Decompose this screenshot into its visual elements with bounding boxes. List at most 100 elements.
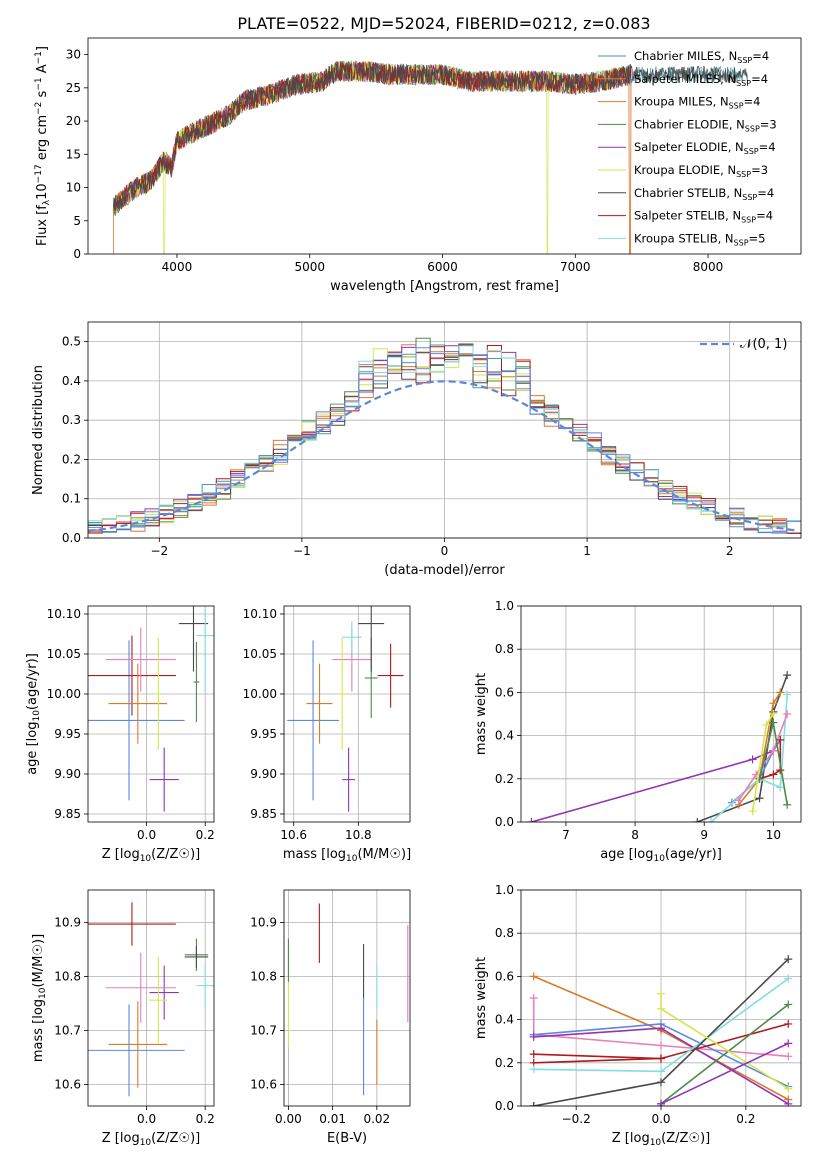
- age_vs_Z-plot-area: [88, 606, 214, 812]
- age_vs_Z-xtick-label-0: 0.0: [137, 828, 156, 842]
- weight_vs_Z-marker-0-0: [529, 972, 538, 981]
- weight_vs_Z-xlabel: Z [log10(Z/Z☉)]: [612, 1131, 710, 1148]
- figure-title: PLATE=0522, MJD=52024, FIBERID=0212, z=0…: [237, 14, 650, 33]
- weight_vs_age-series-5: [738, 713, 788, 801]
- age_vs_mass-frame: [283, 605, 411, 823]
- weight_vs_Z-marker-4-0: [529, 1050, 538, 1059]
- mass_vs_EBV-ytick-label-3: 10.9: [250, 915, 277, 929]
- spectrum-ytick-label-0: 0: [73, 247, 81, 261]
- weight_vs_age-series-6: [759, 739, 782, 780]
- spectrum-xtick-label-2: 6000: [427, 260, 458, 274]
- spectrum-ytick-label-2: 10: [66, 181, 81, 195]
- mass_vs_Z-xtick-label-0: 0.0: [137, 1112, 156, 1126]
- weight_vs_age-marker-6-3: [776, 735, 785, 744]
- weight_vs_age-marker-8-0: [748, 807, 757, 816]
- weight_vs_age-marker-1-3: [783, 671, 792, 680]
- residuals-ytick-label-4: 0.4: [62, 374, 81, 388]
- mass_vs_Z-frame: [87, 889, 215, 1107]
- gaussian-curve: [88, 380, 799, 533]
- weight_vs_age-marker-5-0: [734, 796, 743, 805]
- mass_vs_Z-errorbar-7: [184, 946, 209, 968]
- weight_vs_age-axes: 7 8 9 10 0.0 0.2 0.4 0.6 0.8 1.0 age [log10(age/yr…: [474, 599, 802, 864]
- age_vs_Z-errorbar-6: [193, 642, 200, 722]
- weight_vs_age-series-3: [738, 691, 781, 806]
- weight_vs_Z-series-1: [532, 998, 789, 1058]
- weight_vs_age-marker-4-3: [783, 690, 792, 699]
- weight_vs_age-marker-7-1: [769, 718, 778, 727]
- weight_vs_age-xtick-label-2: 9: [700, 828, 708, 842]
- weight_vs_Z-marker-5-1: [657, 1054, 665, 1063]
- mass_vs_EBV-axes: 0.00 0.01 0.02 10.6 10.7 10.8 10.9 E(B-V): [250, 889, 411, 1146]
- residuals-xtick-label-4: 2: [726, 544, 734, 558]
- weight_vs_age-marker-5-3: [783, 710, 792, 718]
- mass_vs_EBV-frame: [283, 889, 411, 1107]
- spectrum-frame: [87, 37, 802, 255]
- weight_vs_age-series-0: [531, 739, 781, 822]
- residuals-xtick-label-1: −1: [293, 544, 311, 558]
- mass_vs_EBV-ytick-label-0: 10.6: [250, 1077, 277, 1091]
- spectrum-xlabel: wavelength [Angstrom, rest frame]: [330, 279, 559, 294]
- legend-entry-8: Kroupa STELIB, NSSP=5: [634, 231, 765, 247]
- weight_vs_age-marker-5-2: [769, 746, 778, 755]
- weight_vs_age-ytick-label-5: 1.0: [495, 599, 514, 613]
- weight_vs_age-marker-7-0: [755, 774, 764, 783]
- mass_vs_Z-errorbar-8: [196, 963, 214, 1008]
- residuals-ytick-label-3: 0.3: [62, 413, 81, 427]
- age_vs_mass-errorbar-5: [338, 638, 346, 750]
- age_vs_Z-errorbar-4: [108, 663, 168, 744]
- age_vs_mass-ytick-label-3: 10.00: [243, 687, 277, 701]
- age_vs_mass-errorbar-1: [342, 747, 356, 812]
- weight_vs_age-marker-4-2: [776, 783, 785, 792]
- age_vs_mass-ytick-label-1: 9.90: [250, 767, 277, 781]
- age_vs_mass-errorbar-7: [358, 606, 385, 672]
- legend-entry-5: Kroupa ELODIE, NSSP=3: [634, 163, 768, 179]
- age_vs_Z-errorbar-1: [149, 747, 179, 812]
- age_vs_mass-errorbar-4: [306, 663, 333, 744]
- spectrum-ytick-label-5: 25: [66, 81, 81, 95]
- weight_vs_Z-axes: −0.2 0.0 0.2 0.0 0.2 0.4 0.6 0.8 1.0 Z [log10(Z/Z…: [474, 883, 802, 1148]
- mass_vs_Z-errorbar-3: [105, 952, 176, 1023]
- weight_vs_Z-plot-area: [529, 955, 793, 1106]
- weight_vs_Z-marker-8-2: [784, 1000, 793, 1009]
- age_vs_mass-ytick-label-0: 9.85: [250, 807, 277, 821]
- legend-entry-4: Salpeter ELODIE, NSSP=4: [634, 140, 776, 156]
- spectrum-xtick-label-4: 8000: [693, 260, 724, 274]
- weight_vs_Z-xtick-label-0: −0.2: [562, 1112, 591, 1126]
- weight_vs_Z-marker-3-2: [784, 1099, 793, 1106]
- mass_vs_Z-errorbar-1: [149, 965, 179, 1020]
- plots-layer: 4000 5000 6000 7000 8000051015202530waveleng…: [25, 37, 802, 1148]
- age_vs_mass-ytick-label-5: 10.10: [243, 607, 277, 621]
- weight_vs_Z-marker-9-2: [784, 1084, 793, 1093]
- weight_vs_Z-marker-7-3: [784, 955, 793, 964]
- residuals-ytick-label-0: 0.0: [62, 531, 81, 545]
- weight_vs_age-marker-0-1: [748, 755, 757, 764]
- mass_vs_EBV-ytick-label-1: 10.7: [250, 1023, 277, 1037]
- weight_vs_age-xtick-label-3: 10: [766, 828, 781, 842]
- mass_vs_Z-plot-area: [88, 902, 214, 1097]
- weight_vs_age-ytick-label-2: 0.4: [495, 729, 514, 743]
- weight_vs_Z-marker-6-1: [657, 1067, 665, 1076]
- weight_vs_Z-marker-6-0: [529, 1065, 538, 1074]
- residuals-xtick-label-3: 1: [583, 544, 591, 558]
- residuals-ytick-label-5: 0.5: [62, 335, 81, 349]
- weight_vs_Z-ytick-label-1: 0.2: [495, 1056, 514, 1070]
- age_vs_Z-errorbar-7: [178, 606, 209, 672]
- age_vs_Z-ylabel: age [log10(age/yr)]: [25, 653, 42, 775]
- mass_vs_EBV-xlabel: E(B-V): [327, 1131, 367, 1146]
- age_vs_mass-ytick-label-2: 9.95: [250, 727, 277, 741]
- spectrum-xtick-label-3: 7000: [560, 260, 591, 274]
- residuals-axes: −2 −1 0 1 2 0.0 0.1 0.2 0.3 0.4 0.5 (data-model)/er…: [31, 321, 802, 578]
- weight_vs_Z-marker-1-2: [657, 1041, 665, 1050]
- weight_vs_age-marker-6-1: [769, 770, 778, 779]
- weight_vs_Z-marker-7-1: [529, 1102, 538, 1106]
- mass_vs_EBV-ytick-label-2: 10.8: [250, 969, 277, 983]
- weight_vs_age-ytick-label-1: 0.2: [495, 772, 514, 786]
- mass_vs_EBV-xtick-label-2: 0.02: [363, 1112, 390, 1126]
- mass_vs_Z-xlabel: Z [log10(Z/Z☉)]: [102, 1131, 200, 1148]
- weight_vs_age-xtick-label-1: 8: [631, 828, 639, 842]
- spectrum-xtick-label-1: 5000: [294, 260, 325, 274]
- weight_vs_Z-ytick-label-0: 0.0: [495, 1099, 514, 1113]
- weight_vs_Z-marker-7-2: [657, 1078, 665, 1087]
- weight_vs_age-ytick-label-0: 0.0: [495, 815, 514, 829]
